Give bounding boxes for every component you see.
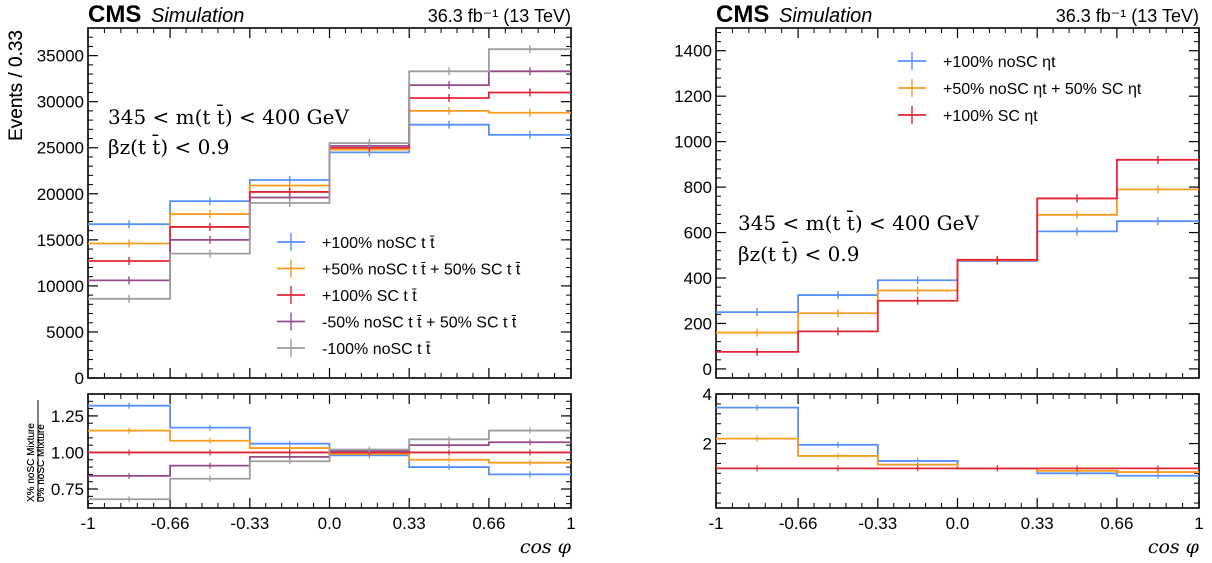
luminosity-label: 36.3 fb⁻¹ (13 TeV) [1056, 6, 1199, 26]
ratio-y-tick-label: 1.25 [51, 407, 84, 426]
ratio-y-tick-label: 1.00 [51, 443, 84, 462]
y-tick-label: 200 [684, 314, 712, 333]
x-axis-title: cos φ [1148, 536, 1200, 558]
ratio-y-label-bottom: 0% noSC Mixture [36, 424, 47, 502]
y-tick-label: 600 [684, 224, 712, 243]
ratio-y-label-top: X% noSC Mixture [26, 423, 37, 502]
legend-label-3: +100% SC ηt [943, 108, 1038, 125]
x-tick-label: 0.33 [1021, 514, 1054, 533]
x-tick-label: 0.33 [393, 514, 426, 533]
legend-label-4: -50% noSC t t̄ + 50% SC t t̄ [322, 315, 517, 332]
y-tick-label: 10000 [37, 277, 84, 296]
cut-annotation-mass: 345 < m(t t̄) < 400 GeV [108, 104, 349, 129]
y-tick-label: 800 [684, 178, 712, 197]
legend-label-2: +50% noSC ηt + 50% SC ηt [943, 81, 1142, 98]
x-tick-label: 1 [566, 514, 575, 533]
y-tick-label: 1400 [674, 42, 712, 61]
ratio-y-tick-label: 0.75 [51, 480, 84, 499]
x-tick-label: -0.33 [858, 514, 897, 533]
y-axis-title: Events / 0.33 [6, 30, 27, 141]
ratio-y-label-bottom: 0% noSC Mixture [36, 424, 47, 502]
legend-label-3: +100% SC t t̄ [322, 288, 417, 305]
x-tick-label: -0.33 [230, 514, 269, 533]
y-tick-label: 35000 [37, 47, 84, 66]
luminosity-label: 36.3 fb⁻¹ (13 TeV) [428, 6, 571, 26]
panel-right: CMS Simulation 36.3 fb⁻¹ (13 TeV) Events / … [6, 1, 1204, 558]
y-axis-title: Events / 0.33 [6, 30, 27, 141]
cut-annotation-beta: βz(t t̄) < 0.9 [738, 241, 859, 266]
y-tick-label: 5000 [46, 323, 84, 342]
x-tick-label: 0.66 [1100, 514, 1133, 533]
y-tick-label: 0 [75, 369, 84, 388]
x-tick-label: 1 [1194, 514, 1203, 533]
y-tick-label: 1200 [674, 87, 712, 106]
legend-label-5: -100% noSC t t̄ [322, 341, 431, 358]
x-tick-label: -0.66 [151, 514, 190, 533]
ratio-series-line-2 [716, 437, 1199, 473]
series-line-3 [716, 158, 1199, 353]
cut-annotation-mass: 345 < m(t t̄) < 400 GeV [738, 210, 979, 235]
y-tick-label: 1000 [674, 133, 712, 152]
ratio-plot-frame [715, 393, 1200, 509]
x-tick-label: 0.0 [946, 514, 970, 533]
cms-label: CMS [88, 1, 141, 28]
x-tick-label: -1 [80, 514, 95, 533]
simulation-label: Simulation [779, 5, 872, 27]
x-axis-title: cos φ [520, 536, 572, 558]
x-tick-label: -1 [708, 514, 723, 533]
legend-label-2: +50% noSC t t̄ + 50% SC t t̄ [322, 262, 521, 279]
ratio-y-tick-label: 4 [703, 385, 712, 404]
panel-left: CMS Simulation 36.3 fb⁻¹ (13 TeV) Events / … [6, 1, 576, 558]
y-tick-label: 30000 [37, 93, 84, 112]
simulation-label: Simulation [151, 5, 244, 27]
x-tick-label: 0.0 [318, 514, 342, 533]
x-tick-label: -0.66 [779, 514, 818, 533]
series-line-5 [88, 48, 571, 300]
y-tick-label: 0 [703, 360, 712, 379]
y-tick-label: 15000 [37, 231, 84, 250]
y-tick-label: 400 [684, 269, 712, 288]
legend-label-1: +100% noSC ηt [943, 54, 1056, 71]
y-tick-label: 25000 [37, 139, 84, 158]
x-tick-label: 0.66 [472, 514, 505, 533]
cut-annotation-beta: βz(t t̄) < 0.9 [108, 134, 229, 159]
legend-label-1: +100% noSC t t̄ [322, 235, 435, 252]
ratio-series-line-1 [88, 404, 571, 476]
ratio-y-tick-label: 2 [703, 435, 712, 454]
ratio-series-line-5 [88, 429, 571, 501]
y-tick-label: 20000 [37, 185, 84, 204]
ratio-y-label-top: X% noSC Mixture [26, 423, 37, 502]
cms-label: CMS [716, 1, 769, 28]
